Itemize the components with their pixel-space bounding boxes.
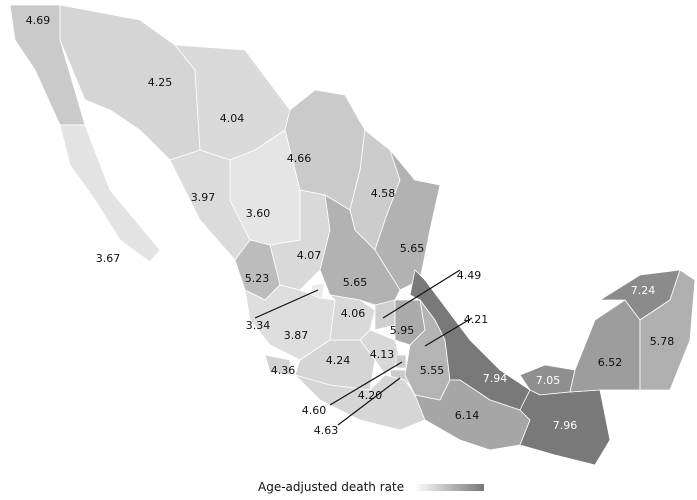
state-value-label: 4.25 xyxy=(148,76,173,89)
state-value-label: 3.97 xyxy=(191,191,216,204)
legend-gradient-bar xyxy=(414,483,485,491)
state-value-label: 5.23 xyxy=(245,272,270,285)
state-value-label: 4.63 xyxy=(314,424,339,437)
leader-line xyxy=(329,361,403,406)
state-value-label: 3.60 xyxy=(246,207,271,220)
state-value-label: 7.24 xyxy=(631,284,656,297)
state-value-label: 7.96 xyxy=(553,419,578,432)
state-region xyxy=(639,269,696,391)
state-value-label: 6.14 xyxy=(455,409,480,422)
state-region xyxy=(264,354,291,376)
state-value-label: 4.07 xyxy=(297,249,322,262)
state-value-label: 4.60 xyxy=(302,404,327,417)
legend: Age-adjusted death rate xyxy=(258,480,485,494)
state-value-label: 5.65 xyxy=(400,242,425,255)
state-value-label: 4.13 xyxy=(370,348,395,361)
state-region xyxy=(59,124,161,263)
state-value-label: 3.67 xyxy=(96,252,121,265)
leader-line xyxy=(424,317,473,347)
state-value-label: 4.06 xyxy=(341,307,366,320)
state-value-label: 4.20 xyxy=(358,389,383,402)
state-value-label: 7.94 xyxy=(483,372,508,385)
state-value-label: 4.04 xyxy=(220,112,245,125)
state-region xyxy=(374,149,441,291)
leader-line xyxy=(254,289,319,319)
state-value-label: 5.65 xyxy=(343,276,368,289)
legend-title: Age-adjusted death rate xyxy=(258,480,405,494)
state-region xyxy=(395,354,407,369)
state-value-label: 4.66 xyxy=(287,152,312,165)
state-value-label: 5.78 xyxy=(650,335,675,348)
state-value-label: 5.95 xyxy=(390,324,415,337)
state-value-label: 4.69 xyxy=(26,14,51,27)
state-value-label: 6.52 xyxy=(598,356,623,369)
state-value-label: 7.05 xyxy=(536,374,561,387)
state-value-label: 4.24 xyxy=(326,354,351,367)
leader-line xyxy=(337,377,401,426)
state-value-label: 4.58 xyxy=(371,187,396,200)
state-region xyxy=(519,389,611,466)
state-region xyxy=(569,299,641,393)
leader-line xyxy=(382,269,461,319)
state-value-label: 4.21 xyxy=(464,313,489,326)
state-value-label: 3.34 xyxy=(246,319,271,332)
state-value-label: 4.36 xyxy=(271,364,296,377)
state-value-label: 4.49 xyxy=(457,269,482,282)
state-value-label: 5.55 xyxy=(420,364,445,377)
state-value-label: 3.87 xyxy=(284,329,309,342)
